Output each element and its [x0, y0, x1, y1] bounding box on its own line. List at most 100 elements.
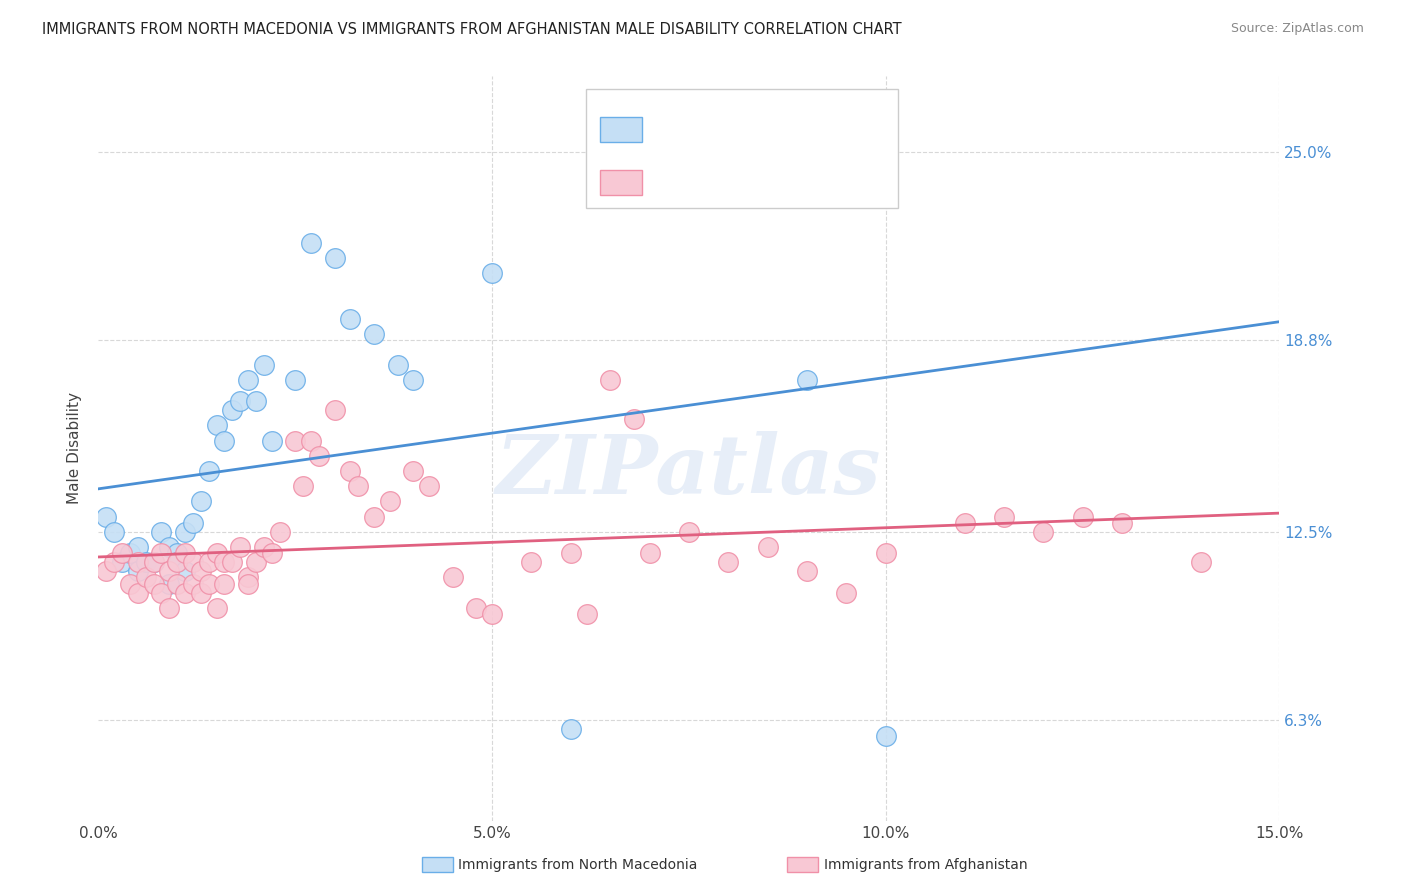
- Point: [875, 546, 897, 560]
- Point: [103, 524, 125, 539]
- Point: [323, 403, 346, 417]
- Text: IMMIGRANTS FROM NORTH MACEDONIA VS IMMIGRANTS FROM AFGHANISTAN MALE DISABILITY C: IMMIGRANTS FROM NORTH MACEDONIA VS IMMIG…: [42, 22, 901, 37]
- Point: [142, 555, 165, 569]
- Point: [166, 546, 188, 560]
- Point: [142, 555, 165, 569]
- Point: [103, 555, 125, 569]
- Point: [236, 570, 259, 584]
- Point: [127, 585, 149, 599]
- Point: [205, 546, 228, 560]
- Point: [174, 585, 197, 599]
- Text: Immigrants from Afghanistan: Immigrants from Afghanistan: [824, 858, 1028, 872]
- Point: [260, 546, 283, 560]
- Point: [96, 509, 118, 524]
- Point: [245, 394, 267, 409]
- Point: [197, 576, 219, 591]
- Point: [520, 555, 543, 569]
- Point: [308, 449, 330, 463]
- Point: [150, 585, 173, 599]
- Point: [756, 540, 779, 554]
- Point: [599, 373, 621, 387]
- Point: [465, 600, 488, 615]
- Point: [1189, 555, 1212, 569]
- Point: [1111, 516, 1133, 530]
- Point: [678, 524, 700, 539]
- Point: [560, 723, 582, 737]
- Point: [363, 509, 385, 524]
- Point: [214, 576, 236, 591]
- Point: [221, 403, 243, 417]
- Point: [166, 576, 188, 591]
- Point: [190, 585, 212, 599]
- Point: [214, 555, 236, 569]
- Point: [253, 540, 276, 554]
- Point: [166, 555, 188, 569]
- Point: [599, 145, 621, 159]
- Text: Immigrants from North Macedonia: Immigrants from North Macedonia: [458, 858, 697, 872]
- Point: [347, 479, 370, 493]
- Point: [190, 565, 212, 579]
- Point: [387, 358, 409, 372]
- Point: [236, 373, 259, 387]
- Point: [118, 576, 141, 591]
- Point: [157, 576, 180, 591]
- Point: [166, 555, 188, 569]
- Point: [993, 509, 1015, 524]
- Point: [284, 434, 307, 448]
- Point: [150, 546, 173, 560]
- Point: [135, 555, 157, 569]
- Point: [127, 540, 149, 554]
- Point: [205, 418, 228, 433]
- Point: [127, 555, 149, 569]
- Point: [402, 464, 425, 478]
- Point: [174, 546, 197, 560]
- Point: [1071, 509, 1094, 524]
- Point: [142, 576, 165, 591]
- Point: [284, 373, 307, 387]
- Text: Source: ZipAtlas.com: Source: ZipAtlas.com: [1230, 22, 1364, 36]
- Text: R =  0.190   N = 67: R = 0.190 N = 67: [654, 169, 844, 187]
- Point: [245, 555, 267, 569]
- Point: [96, 565, 118, 579]
- Point: [402, 373, 425, 387]
- Point: [111, 555, 134, 569]
- Point: [181, 555, 204, 569]
- Point: [292, 479, 315, 493]
- Point: [1032, 524, 1054, 539]
- Point: [638, 546, 661, 560]
- Point: [481, 607, 503, 621]
- Point: [157, 565, 180, 579]
- Point: [575, 607, 598, 621]
- Point: [717, 555, 740, 569]
- Point: [157, 600, 180, 615]
- Point: [835, 585, 858, 599]
- Point: [260, 434, 283, 448]
- Point: [181, 516, 204, 530]
- Point: [229, 540, 252, 554]
- Point: [197, 555, 219, 569]
- Point: [875, 729, 897, 743]
- Point: [135, 570, 157, 584]
- Point: [174, 524, 197, 539]
- Point: [339, 464, 361, 478]
- Point: [221, 555, 243, 569]
- Text: ZIPatlas: ZIPatlas: [496, 431, 882, 510]
- Point: [111, 546, 134, 560]
- Point: [378, 494, 401, 508]
- Point: [796, 565, 818, 579]
- Point: [481, 267, 503, 281]
- Point: [127, 565, 149, 579]
- Point: [339, 312, 361, 326]
- Point: [236, 576, 259, 591]
- Point: [118, 546, 141, 560]
- Point: [174, 565, 197, 579]
- Point: [441, 570, 464, 584]
- Point: [418, 479, 440, 493]
- Point: [323, 251, 346, 265]
- Point: [623, 412, 645, 426]
- Y-axis label: Male Disability: Male Disability: [67, 392, 83, 504]
- Point: [299, 235, 322, 250]
- Point: [229, 394, 252, 409]
- Point: [560, 546, 582, 560]
- Point: [190, 494, 212, 508]
